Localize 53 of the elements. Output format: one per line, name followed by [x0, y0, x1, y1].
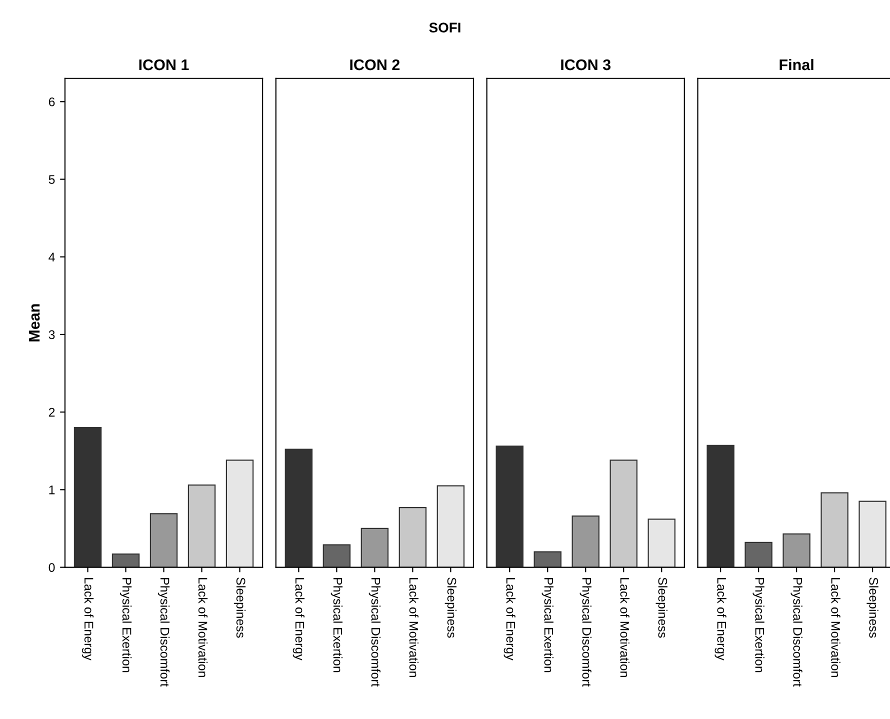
y-tick-label: 2	[48, 408, 55, 417]
x-tick-label: Sleepiness	[656, 578, 668, 638]
chart-title: Final	[780, 58, 814, 70]
y-tick-label: 5	[48, 175, 55, 184]
bar	[610, 460, 638, 568]
bar	[112, 554, 140, 568]
x-tick-label: Sleepiness	[866, 578, 878, 638]
chart-title: ICON 3	[561, 59, 611, 70]
bar	[360, 528, 389, 568]
text: SOFI	[429, 22, 460, 32]
x-tick-label: Lack of Motivation	[198, 578, 208, 677]
x-tick-label: Lack of Energy	[292, 578, 305, 660]
bar	[858, 500, 886, 568]
chart-title: ICON 1	[139, 59, 189, 70]
bar	[820, 492, 848, 568]
bar	[398, 506, 427, 568]
x-tick-label: Physical Discomfort	[790, 578, 802, 687]
x-tick-label: Physical Discomfort	[158, 578, 170, 687]
x-tick-label: Sleepiness	[234, 578, 246, 638]
y-tick-label: 0	[48, 563, 55, 572]
x-tick-label: Physical Discomfort	[368, 578, 381, 687]
bar	[226, 460, 254, 568]
y-axis-title: Mean	[29, 304, 40, 342]
x-tick-label: Lack of Motivation	[831, 578, 840, 677]
bar	[284, 448, 313, 568]
x-tick-label: Lack of Motivation	[409, 578, 419, 677]
bar	[648, 518, 676, 568]
x-tick-label: Physical Exertion	[542, 578, 554, 672]
chart-title: ICON 2	[350, 59, 400, 70]
x-tick-label: Lack of Energy	[714, 578, 726, 660]
y-tick-label: 6	[48, 97, 55, 106]
bar	[150, 513, 178, 568]
x-tick-label: Lack of Energy	[504, 578, 516, 660]
x-tick-label: Sleepiness	[444, 578, 457, 638]
x-tick-label: Lack of Energy	[82, 578, 94, 660]
bar	[534, 551, 562, 568]
y-tick-label: 4	[48, 252, 55, 262]
bar	[322, 544, 351, 568]
bar	[706, 444, 734, 568]
x-tick-label: Physical Exertion	[330, 578, 343, 672]
x-tick-label: Physical Discomfort	[580, 578, 592, 687]
bar	[744, 542, 772, 568]
bar	[782, 533, 810, 568]
bar	[436, 485, 465, 568]
bar	[188, 484, 216, 568]
x-tick-label: Physical Exertion	[752, 578, 764, 672]
y-tick-label: 1	[49, 486, 55, 494]
bar	[74, 427, 102, 568]
y-tick-label: 3	[48, 330, 55, 340]
bar	[572, 516, 600, 568]
x-tick-label: Physical Exertion	[120, 578, 132, 672]
bar	[496, 446, 524, 568]
x-tick-label: Lack of Motivation	[620, 578, 630, 677]
